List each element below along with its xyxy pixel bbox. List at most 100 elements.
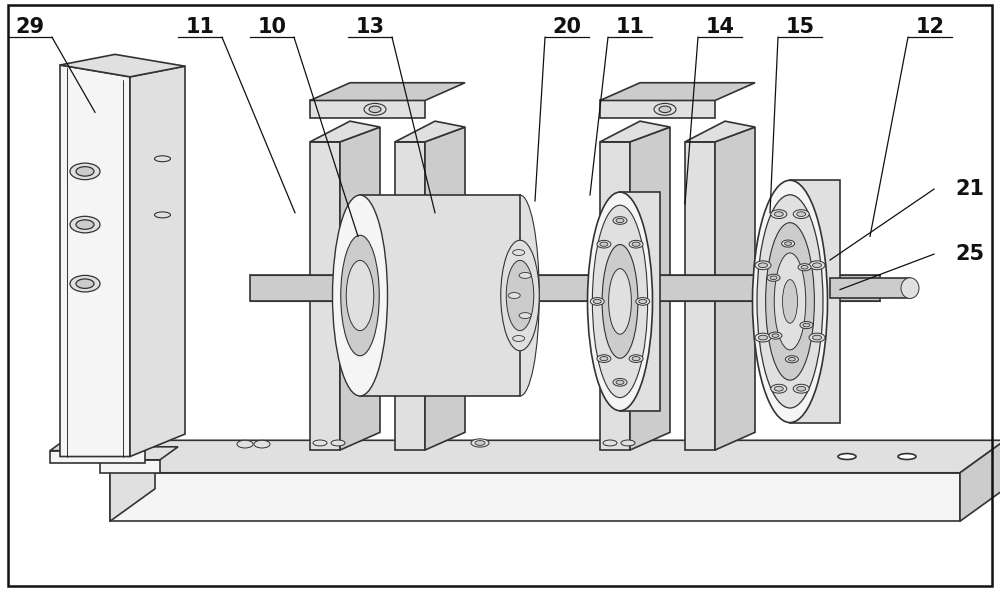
Ellipse shape (616, 219, 624, 223)
Polygon shape (310, 121, 380, 142)
Ellipse shape (654, 103, 676, 115)
Ellipse shape (475, 441, 485, 446)
Polygon shape (310, 100, 425, 118)
Ellipse shape (838, 454, 856, 460)
Ellipse shape (793, 210, 809, 219)
Ellipse shape (154, 212, 170, 218)
Ellipse shape (798, 264, 811, 271)
Ellipse shape (501, 195, 539, 396)
Ellipse shape (52, 449, 72, 456)
Ellipse shape (597, 355, 611, 362)
Text: 13: 13 (356, 17, 384, 37)
Ellipse shape (70, 163, 100, 180)
Polygon shape (110, 440, 155, 521)
Ellipse shape (769, 332, 782, 339)
Ellipse shape (770, 276, 777, 280)
Ellipse shape (70, 275, 100, 292)
Ellipse shape (602, 245, 638, 358)
Ellipse shape (332, 195, 388, 396)
Ellipse shape (76, 279, 94, 288)
Ellipse shape (629, 241, 643, 248)
Ellipse shape (513, 336, 525, 342)
Ellipse shape (506, 261, 534, 331)
Polygon shape (960, 440, 1000, 521)
Ellipse shape (590, 298, 604, 306)
Polygon shape (310, 83, 465, 100)
Ellipse shape (519, 313, 531, 319)
Polygon shape (130, 66, 185, 456)
Ellipse shape (632, 242, 640, 246)
Ellipse shape (616, 380, 624, 384)
Ellipse shape (237, 440, 253, 448)
Ellipse shape (592, 205, 648, 398)
Ellipse shape (755, 261, 771, 269)
Ellipse shape (313, 440, 327, 446)
Ellipse shape (501, 240, 539, 351)
Text: 12: 12 (916, 17, 944, 37)
Ellipse shape (803, 323, 810, 327)
Ellipse shape (639, 299, 647, 304)
Ellipse shape (369, 106, 381, 113)
Polygon shape (600, 83, 755, 100)
Text: 11: 11 (186, 17, 214, 37)
Ellipse shape (901, 278, 919, 298)
Text: 29: 29 (15, 17, 45, 37)
Ellipse shape (757, 195, 823, 408)
Ellipse shape (801, 265, 808, 269)
Ellipse shape (785, 356, 798, 363)
Ellipse shape (809, 333, 825, 342)
Ellipse shape (341, 235, 379, 356)
Ellipse shape (609, 268, 631, 335)
Ellipse shape (154, 156, 170, 162)
Ellipse shape (603, 440, 617, 446)
Ellipse shape (772, 334, 779, 337)
Ellipse shape (813, 263, 822, 268)
Ellipse shape (809, 261, 825, 269)
Polygon shape (360, 195, 520, 396)
Ellipse shape (519, 272, 531, 278)
Text: 15: 15 (785, 17, 815, 37)
Polygon shape (685, 121, 755, 142)
Text: 21: 21 (956, 179, 984, 199)
Ellipse shape (629, 355, 643, 362)
Polygon shape (100, 460, 160, 473)
Polygon shape (630, 127, 670, 450)
Text: 10: 10 (258, 17, 287, 37)
Ellipse shape (771, 210, 787, 219)
Ellipse shape (774, 212, 783, 216)
Polygon shape (340, 127, 380, 450)
Ellipse shape (593, 299, 601, 304)
Polygon shape (830, 278, 910, 298)
Ellipse shape (782, 240, 795, 247)
Polygon shape (60, 54, 185, 77)
Polygon shape (110, 440, 1000, 473)
Text: 20: 20 (552, 17, 582, 37)
Polygon shape (395, 142, 425, 450)
Polygon shape (600, 121, 670, 142)
Ellipse shape (758, 335, 767, 340)
Polygon shape (600, 100, 715, 118)
Ellipse shape (782, 280, 798, 323)
Ellipse shape (588, 192, 652, 411)
Ellipse shape (331, 440, 345, 446)
Ellipse shape (793, 384, 809, 393)
Polygon shape (50, 451, 145, 463)
Text: 11: 11 (616, 17, 644, 37)
Ellipse shape (898, 454, 916, 460)
Polygon shape (250, 275, 880, 301)
Polygon shape (50, 434, 168, 451)
Polygon shape (715, 127, 755, 450)
Ellipse shape (774, 253, 806, 350)
Ellipse shape (755, 333, 771, 342)
Ellipse shape (797, 387, 806, 391)
Polygon shape (110, 473, 960, 521)
Ellipse shape (613, 378, 627, 386)
Ellipse shape (513, 249, 525, 255)
Polygon shape (425, 127, 465, 450)
Ellipse shape (632, 356, 640, 361)
Ellipse shape (597, 241, 611, 248)
Polygon shape (685, 142, 715, 450)
Ellipse shape (774, 387, 783, 391)
Ellipse shape (767, 274, 780, 281)
Polygon shape (100, 447, 178, 460)
